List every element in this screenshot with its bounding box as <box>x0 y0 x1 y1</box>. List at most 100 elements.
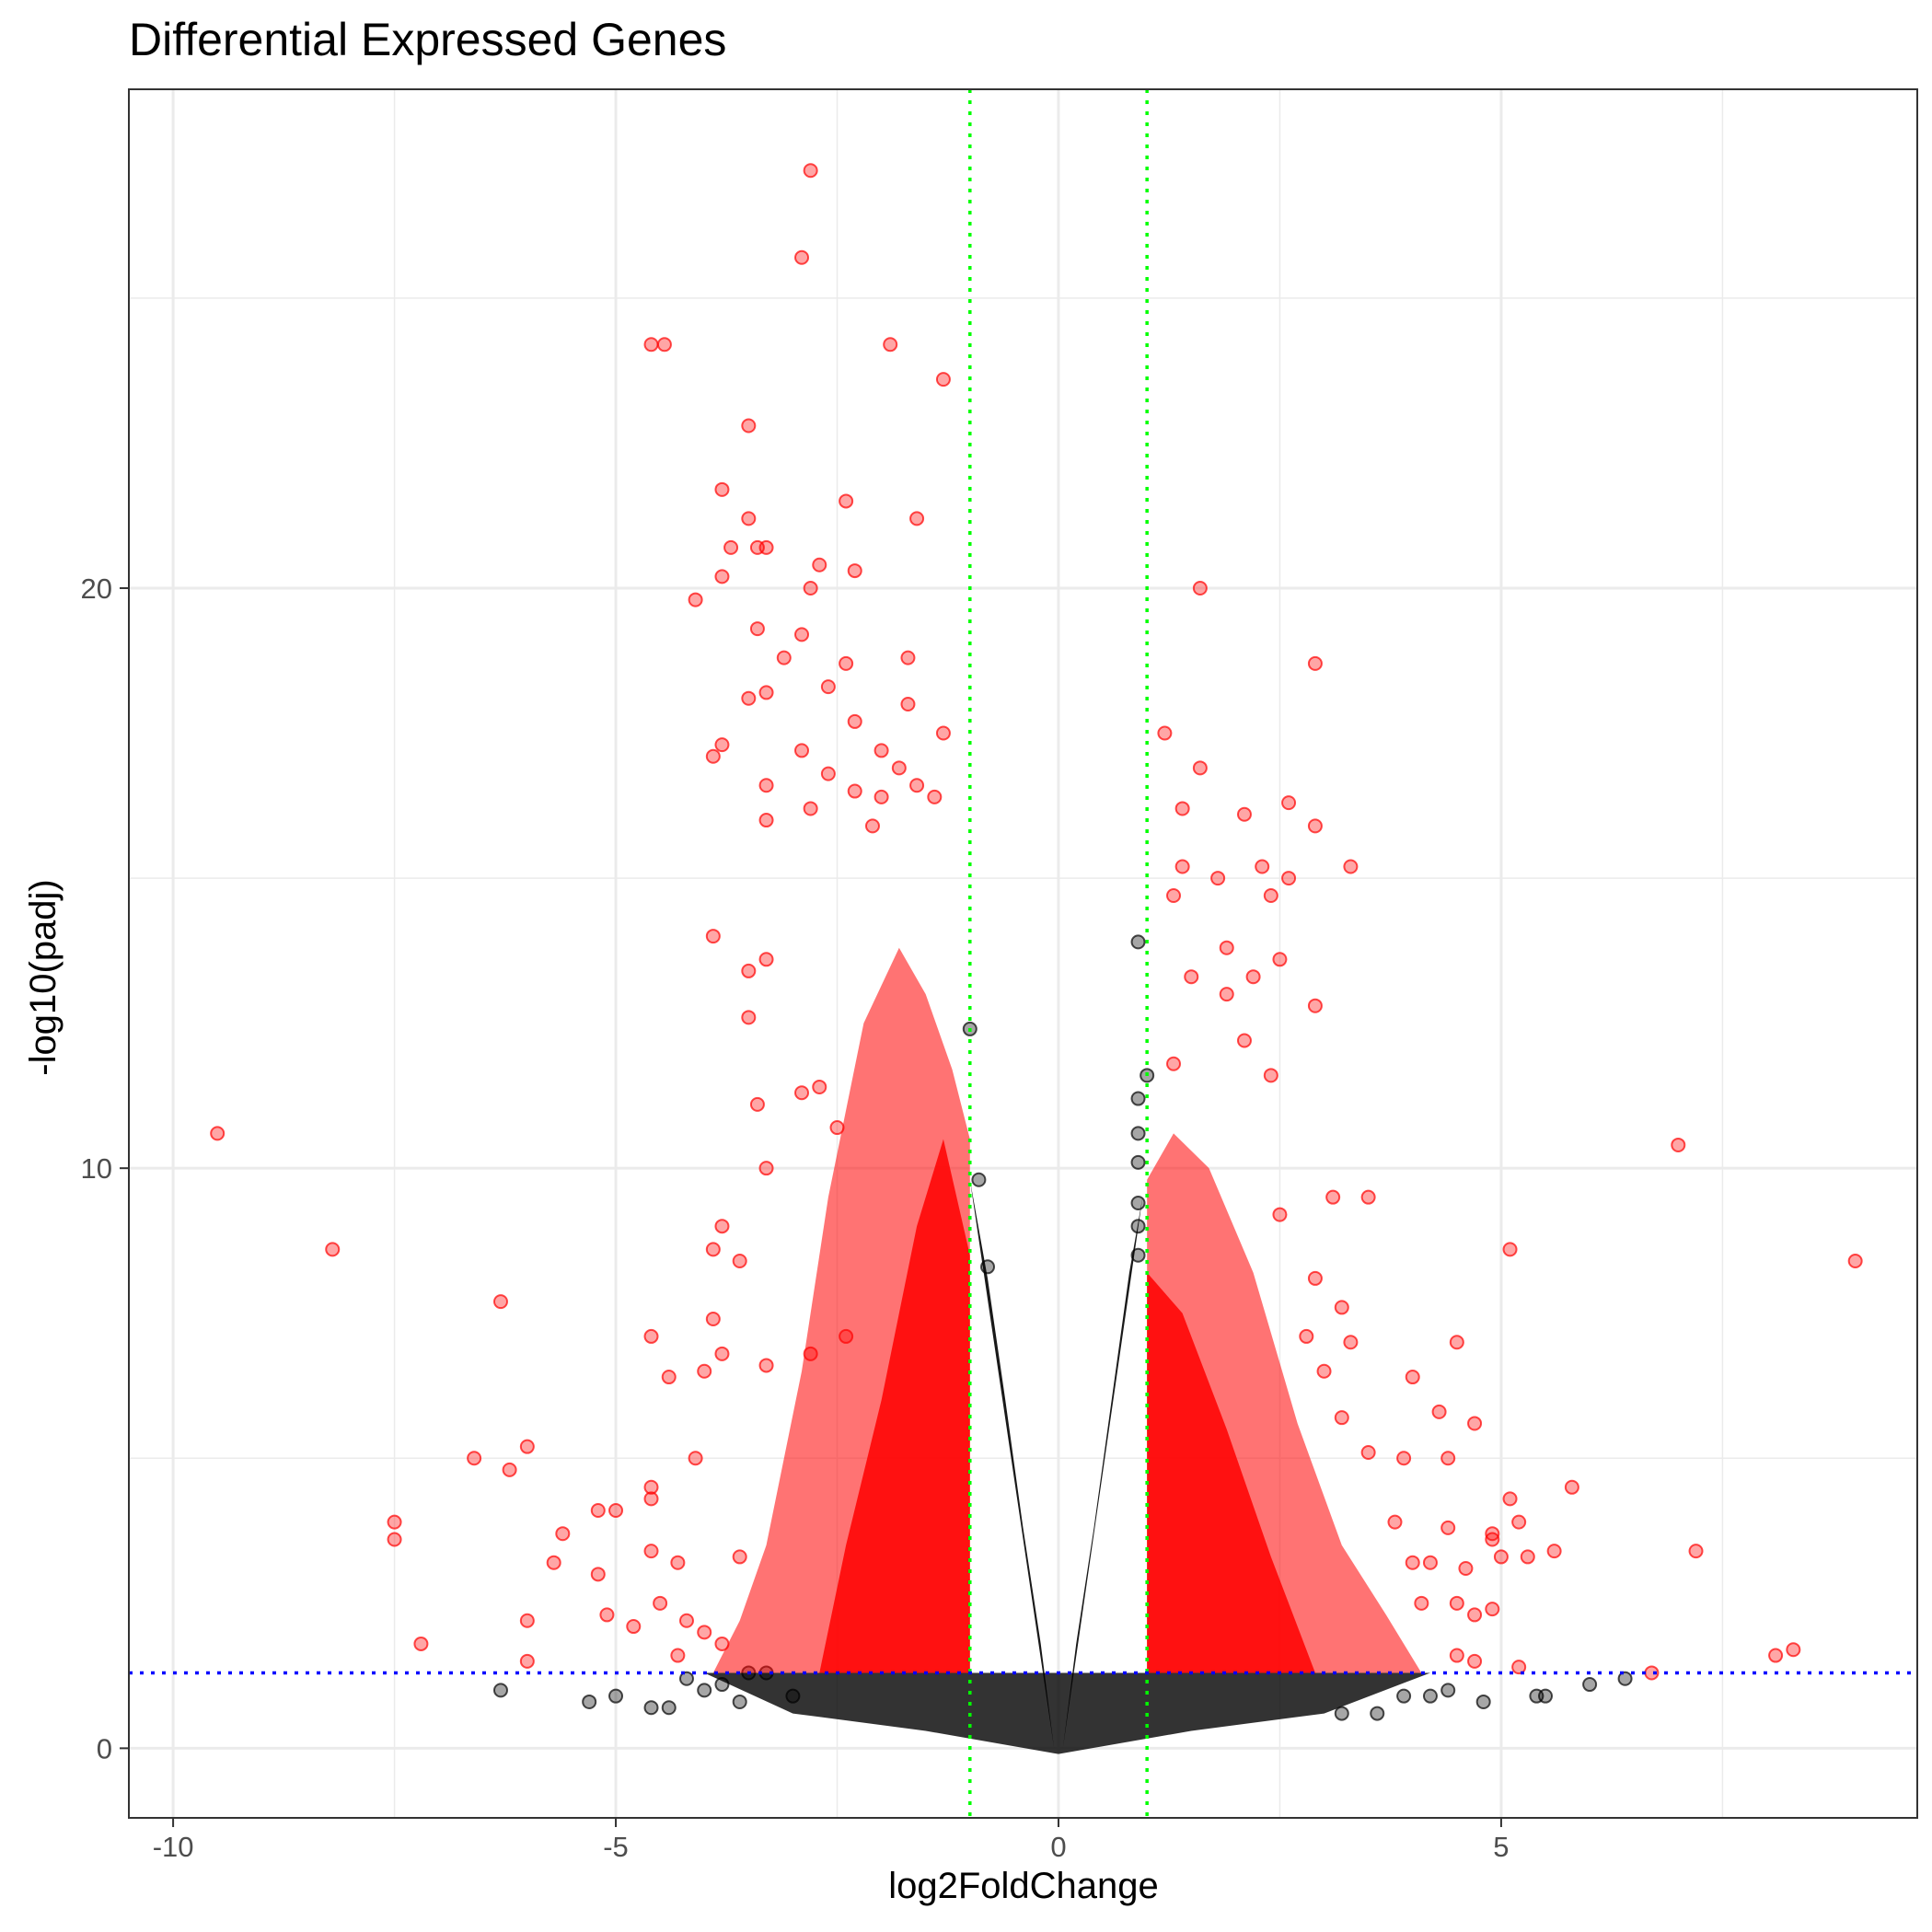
significant-gene-point <box>643 337 659 353</box>
significant-gene-point <box>935 725 951 741</box>
point-density-cloud <box>704 947 1430 1754</box>
significant-gene-point <box>758 778 774 793</box>
significant-gene-point <box>502 1462 517 1477</box>
significant-gene-point <box>1502 1491 1518 1507</box>
significant-gene-point <box>653 1595 668 1611</box>
significant-gene-point <box>1414 1595 1429 1611</box>
significant-gene-point <box>1564 1479 1579 1495</box>
significant-gene-point <box>1281 871 1297 886</box>
non-significant-gene-point <box>1334 1706 1349 1721</box>
significant-gene-point <box>1316 1363 1332 1379</box>
significant-gene-point <box>1467 1416 1483 1431</box>
non-significant-gene-point <box>1130 1195 1146 1210</box>
significant-gene-point <box>1360 1444 1376 1460</box>
significant-gene-point <box>1387 1514 1403 1530</box>
plot-background <box>129 89 1917 1818</box>
non-significant-gene-point <box>1396 1688 1412 1704</box>
significant-gene-point <box>413 1636 429 1651</box>
significant-gene-point <box>555 1526 571 1542</box>
significant-gene-point <box>741 418 757 434</box>
significant-gene-point <box>1334 1300 1349 1315</box>
significant-gene-point <box>1192 760 1208 776</box>
y-tick-label: 0 <box>97 1732 112 1764</box>
significant-gene-point <box>1307 655 1323 671</box>
significant-gene-point <box>1422 1555 1438 1570</box>
significant-gene-point <box>794 627 810 642</box>
significant-gene-point <box>519 1653 535 1669</box>
significant-gene-point <box>873 743 889 758</box>
significant-gene-point <box>519 1439 535 1454</box>
significant-gene-point <box>839 493 854 509</box>
significant-gene-point <box>1688 1544 1704 1559</box>
x-tick-label: 0 <box>1050 1831 1066 1863</box>
significant-gene-point <box>705 929 721 944</box>
black-wedge-right <box>1062 1197 1143 1749</box>
non-significant-gene-point <box>492 1683 508 1698</box>
significant-gene-point <box>794 1085 810 1101</box>
x-tick-label: 5 <box>1493 1831 1509 1863</box>
significant-gene-point <box>1272 1207 1288 1222</box>
significant-gene-point <box>1449 1595 1464 1611</box>
significant-gene-point <box>847 713 862 729</box>
significant-gene-point <box>1166 887 1182 903</box>
significant-gene-point <box>847 563 862 579</box>
black-band <box>704 1672 1430 1754</box>
red-cloud-right-core <box>1147 1272 1315 1673</box>
non-significant-gene-point <box>661 1700 677 1716</box>
significant-gene-point <box>1210 871 1226 886</box>
significant-gene-point <box>741 511 757 526</box>
significant-gene-point <box>864 818 880 834</box>
significant-gene-point <box>794 743 810 758</box>
plot-border <box>128 88 1918 1819</box>
significant-gene-point <box>803 801 818 816</box>
chart-title: Differential Expressed Genes <box>129 14 726 65</box>
y-axis-title: -log10(padj) <box>23 879 64 1075</box>
non-significant-gene-point <box>678 1671 694 1686</box>
significant-gene-point <box>1236 1033 1252 1048</box>
significant-gene-point <box>891 760 907 776</box>
significant-gene-point <box>909 511 925 526</box>
significant-gene-point <box>608 1502 624 1518</box>
significant-gene-point <box>705 1312 721 1327</box>
significant-gene-point <box>758 813 774 828</box>
significant-gene-point <box>927 789 943 804</box>
non-significant-gene-point <box>1475 1694 1491 1709</box>
significant-gene-point <box>590 1567 606 1582</box>
significant-gene-point <box>1546 1544 1562 1559</box>
significant-gene-point <box>1343 859 1359 874</box>
significant-gene-point <box>758 539 774 555</box>
significant-gene-point <box>1307 1270 1323 1286</box>
significant-gene-point <box>1236 806 1252 822</box>
significant-gene-point <box>1325 1189 1341 1205</box>
significant-gene-point <box>1485 1532 1500 1547</box>
significant-gene-point <box>847 783 862 799</box>
non-significant-gene-point <box>1370 1706 1385 1721</box>
non-significant-gene-point <box>1538 1688 1554 1704</box>
grid <box>129 89 1917 1818</box>
significant-gene-point <box>678 1613 694 1628</box>
significant-gene-point <box>1219 987 1234 1002</box>
significant-gene-point <box>1245 969 1261 985</box>
significant-gene-point <box>1405 1370 1420 1385</box>
significant-gene-point <box>803 580 818 596</box>
significant-gene-point <box>812 1079 827 1094</box>
significant-gene-point <box>661 1370 677 1385</box>
significant-gene-point <box>1343 1335 1359 1350</box>
significant-gene-point <box>839 655 854 671</box>
significant-gene-point <box>820 766 836 781</box>
significant-gene-point <box>900 650 916 665</box>
y-tick-label: 10 <box>81 1152 112 1185</box>
axes: -10 -5 0 5 0 10 20 <box>81 573 1510 1863</box>
significant-gene-point <box>1299 1328 1314 1344</box>
significant-gene-point <box>697 1363 712 1379</box>
significant-gene-point <box>1449 1335 1464 1350</box>
significant-gene-point <box>1671 1137 1686 1152</box>
significant-gene-point <box>749 1096 765 1112</box>
significant-gene-point <box>705 748 721 764</box>
significant-gene-point <box>1174 801 1190 816</box>
significant-gene-point <box>1307 998 1323 1013</box>
significant-gene-point <box>1157 725 1173 741</box>
significant-gene-point <box>741 963 757 978</box>
significant-gene-point <box>1440 1451 1456 1466</box>
significant-gene-point <box>1440 1520 1456 1535</box>
